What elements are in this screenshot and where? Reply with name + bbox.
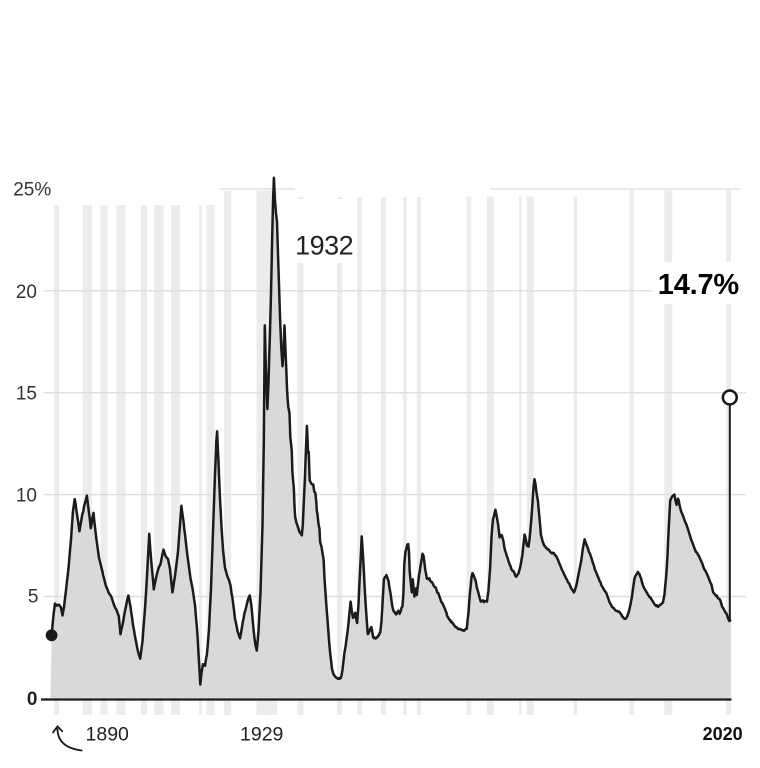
svg-text:14.7%: 14.7% (658, 269, 740, 301)
svg-text:1932: 1932 (295, 231, 353, 261)
svg-text:1890: 1890 (86, 724, 130, 746)
svg-text:5: 5 (28, 587, 39, 608)
svg-text:10: 10 (16, 486, 37, 507)
svg-text:25%: 25% (13, 180, 51, 201)
svg-text:15: 15 (16, 384, 37, 405)
svg-text:2020: 2020 (703, 724, 743, 744)
svg-text:1929: 1929 (240, 724, 283, 746)
svg-text:0: 0 (27, 689, 38, 710)
svg-text:20: 20 (16, 282, 37, 303)
